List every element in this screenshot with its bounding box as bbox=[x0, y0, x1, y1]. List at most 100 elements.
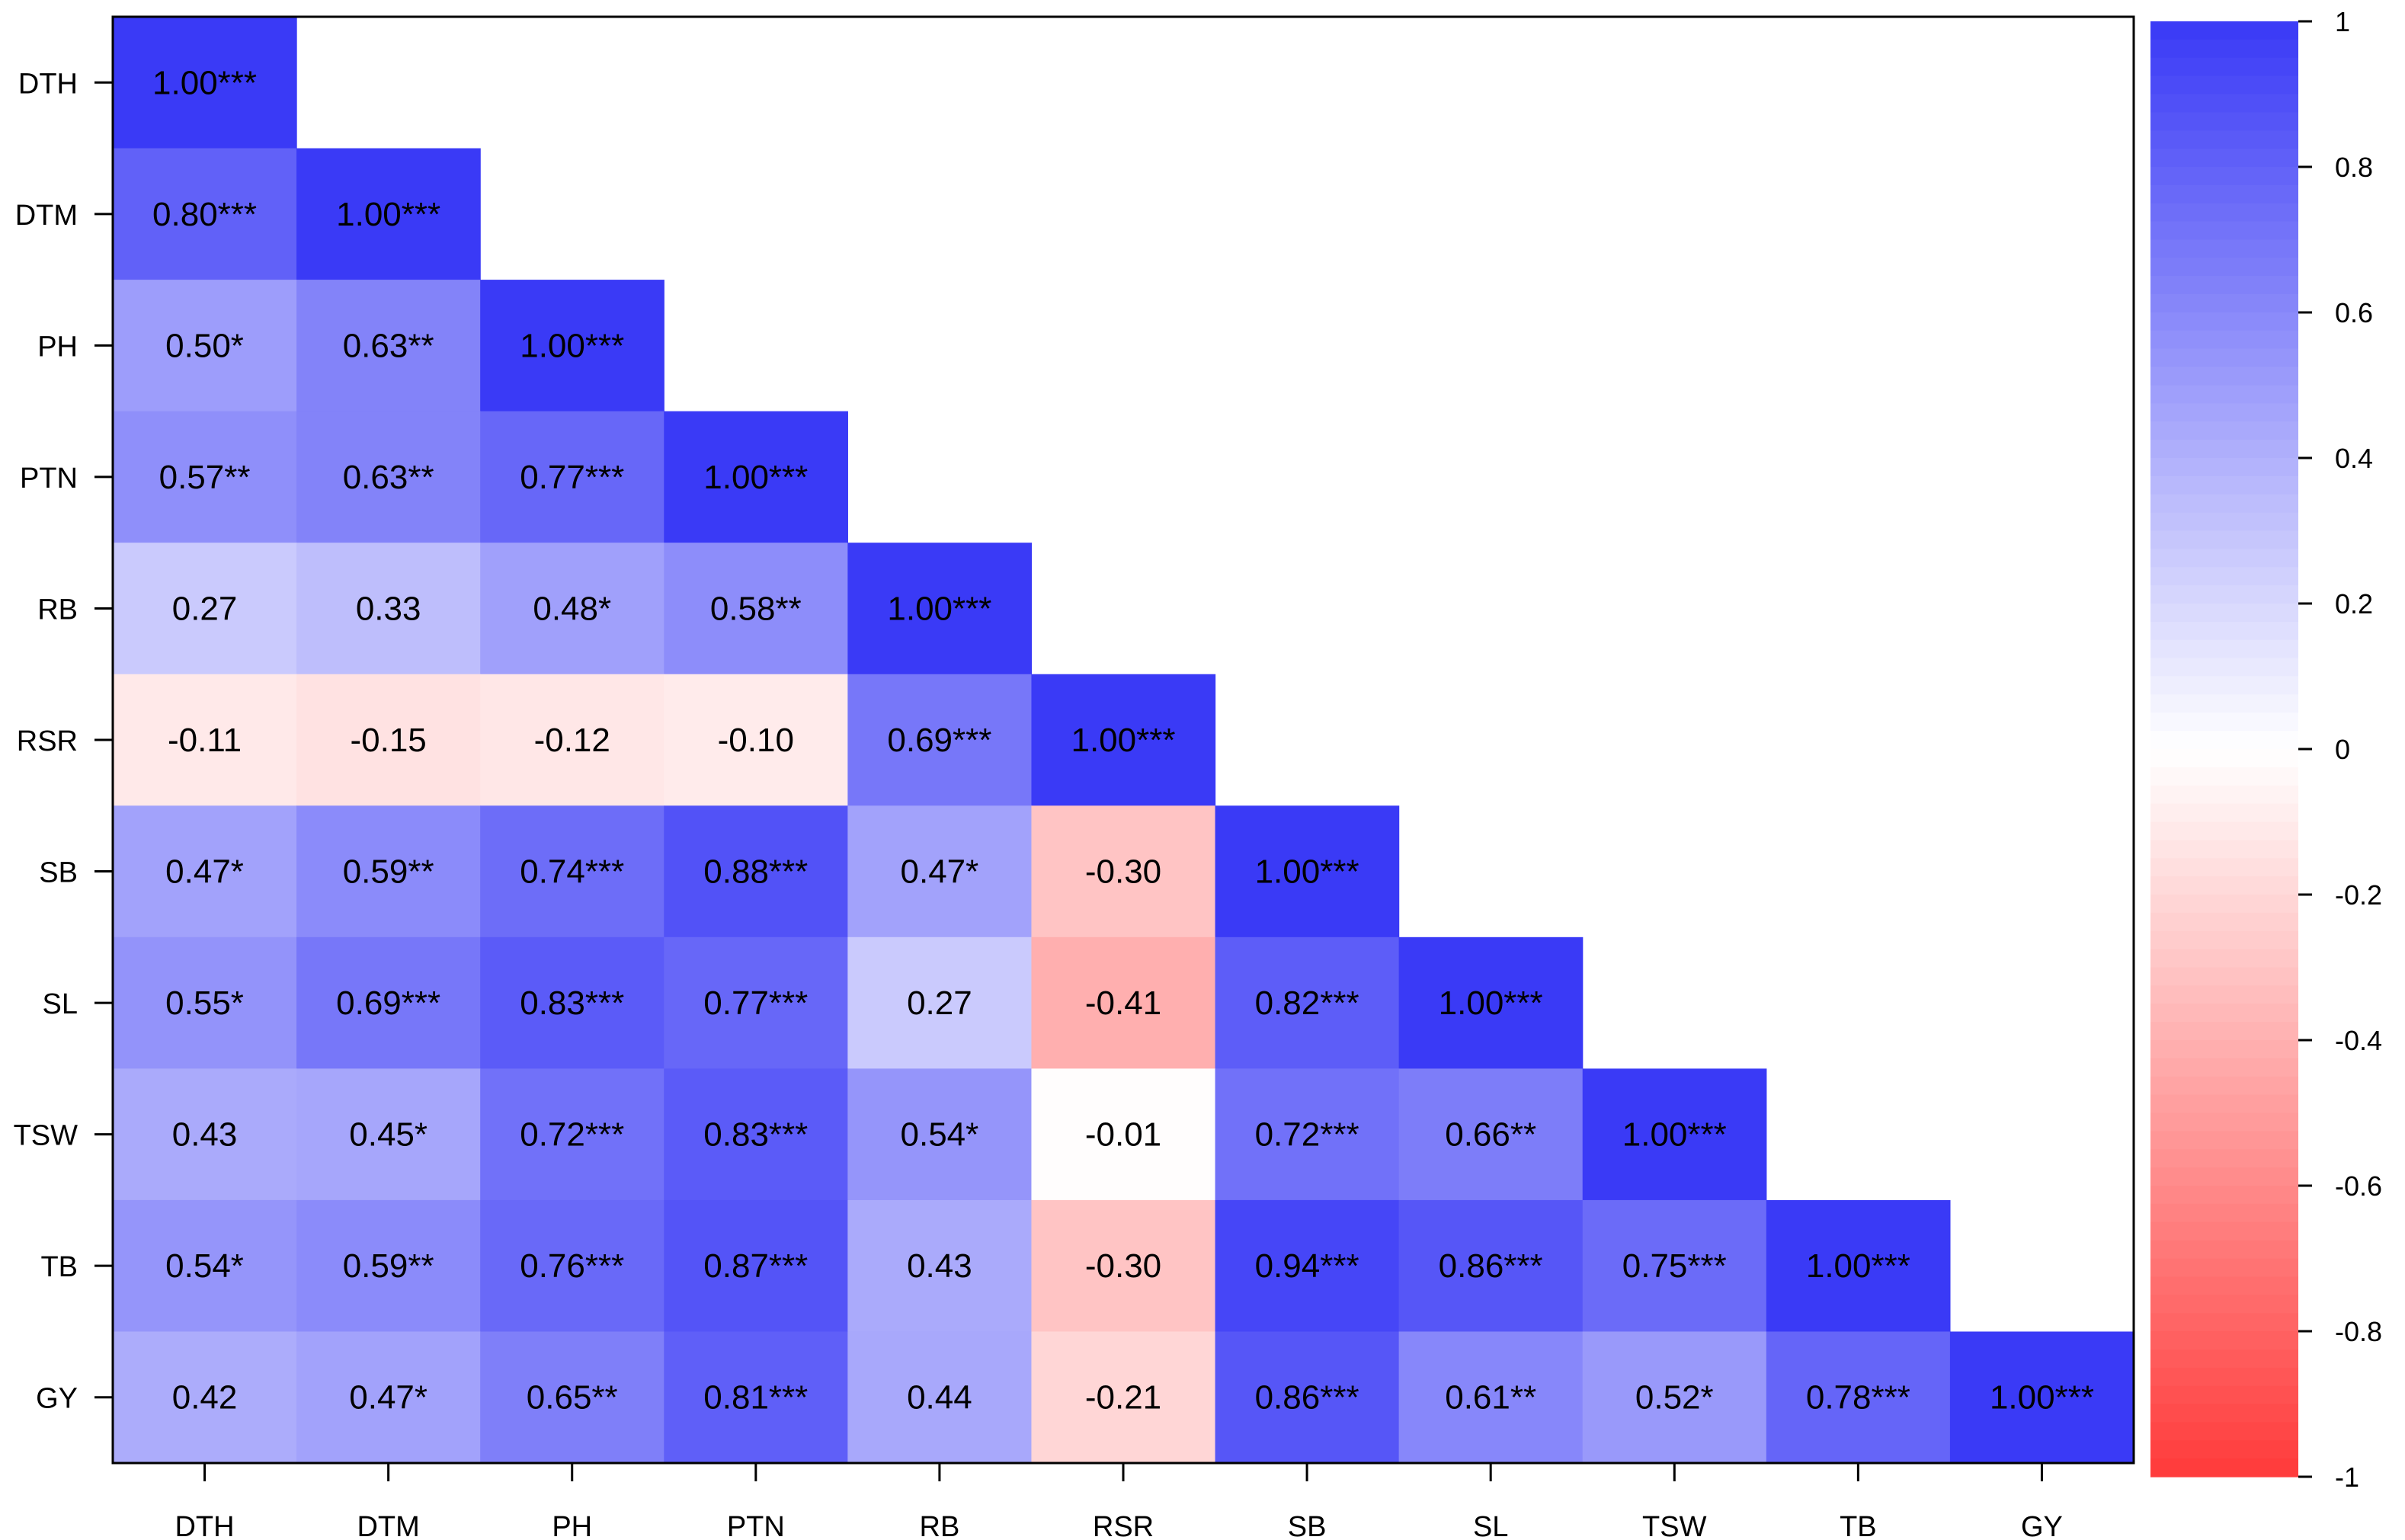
cell-value-SB-PTN: 0.88*** bbox=[703, 853, 808, 891]
heatmap-cell-PTN-PH bbox=[480, 411, 664, 543]
y-tick-label-TSW: TSW bbox=[14, 1120, 78, 1152]
cell-value-TB-PH: 0.76*** bbox=[520, 1247, 624, 1285]
heatmap-cell-SL-DTM bbox=[296, 936, 481, 1069]
colorbar-segment bbox=[2150, 1040, 2298, 1059]
x-axis: DTH DTM PH PTN RB RSR SB SL TSW TB GY bbox=[175, 1463, 2063, 1540]
colorbar-segment bbox=[2150, 458, 2298, 477]
colorbar-segment bbox=[2150, 258, 2298, 277]
heatmap-cell-PTN-DTH bbox=[113, 411, 297, 543]
cell-value-RSR-DTM: -0.15 bbox=[350, 722, 426, 759]
cell-value-SL-SL: 1.00*** bbox=[1439, 985, 1543, 1022]
cell-value-SB-RB: 0.47* bbox=[901, 853, 979, 891]
colorbar-segment bbox=[2150, 621, 2298, 641]
cell-value-TSW-RB: 0.54* bbox=[901, 1116, 979, 1154]
heatmap-cell-GY-TB bbox=[1766, 1331, 1951, 1464]
x-tick-label-PTN: PTN bbox=[727, 1511, 785, 1540]
cell-value-SB-PH: 0.74*** bbox=[520, 853, 624, 891]
colorbar-segment bbox=[2150, 1131, 2298, 1150]
heatmap-cell-DTH-DTH bbox=[113, 17, 297, 149]
y-tick-label-DTH: DTH bbox=[18, 68, 78, 100]
heatmap-cell-RSR-RSR bbox=[1031, 674, 1216, 806]
heatmap-cell-SL-DTH bbox=[113, 936, 297, 1069]
x-tick-label-DTM: DTM bbox=[357, 1511, 419, 1540]
heatmap-cell-SB-RSR bbox=[1031, 805, 1216, 938]
colorbar-segment bbox=[2150, 112, 2298, 131]
y-tick-label-DTM: DTM bbox=[15, 200, 78, 232]
y-tick-label-RB: RB bbox=[37, 594, 78, 626]
heatmap-cell-TB-SL bbox=[1398, 1199, 1584, 1333]
colorbar-segment bbox=[2150, 1385, 2298, 1405]
cell-value-RB-DTH: 0.27 bbox=[172, 590, 238, 627]
heatmap-cell-TSW-PTN bbox=[664, 1068, 848, 1201]
colorbar-segment bbox=[2150, 967, 2298, 986]
heatmap-cell-labels: 1.00*** 0.80*** 1.00*** 0.50* 0.63** 1.00*** 0… bbox=[152, 64, 2094, 1416]
cell-value-TB-SB: 0.94*** bbox=[1255, 1247, 1359, 1285]
cell-value-GY-TSW: 0.52* bbox=[1635, 1379, 1714, 1417]
heatmap-cell-SL-RSR bbox=[1031, 936, 1216, 1069]
colorbar-tick-label: -0.8 bbox=[2335, 1316, 2382, 1347]
colorbar-segment bbox=[2150, 1331, 2298, 1350]
colorbar-segment bbox=[2150, 403, 2298, 422]
cell-value-PH-DTH: 0.50* bbox=[165, 327, 244, 364]
colorbar-segment bbox=[2150, 604, 2298, 623]
colorbar-segment bbox=[2150, 1058, 2298, 1077]
cell-value-TB-RSR: -0.30 bbox=[1085, 1247, 1161, 1285]
cell-value-TB-SL: 0.86*** bbox=[1439, 1247, 1543, 1285]
heatmap-cell-RB-DTH bbox=[113, 543, 297, 675]
colorbar-segment bbox=[2150, 658, 2298, 677]
cell-value-PH-PH: 1.00*** bbox=[520, 327, 624, 364]
colorbar-tick-label: 0.4 bbox=[2335, 443, 2373, 474]
cell-value-GY-PTN: 0.81*** bbox=[703, 1379, 808, 1417]
cell-value-RSR-DTH: -0.11 bbox=[168, 722, 242, 759]
cell-value-GY-SB: 0.86*** bbox=[1255, 1379, 1359, 1417]
x-tick-label-SB: SB bbox=[1288, 1511, 1327, 1540]
colorbar-segment bbox=[2150, 149, 2298, 168]
colorbar-segment bbox=[2150, 167, 2298, 186]
heatmap-cell-GY-DTH bbox=[113, 1331, 297, 1464]
x-tick-label-SL: SL bbox=[1473, 1511, 1508, 1540]
heatmap-cell-TSW-PH bbox=[480, 1068, 664, 1201]
heatmap-cell-GY-SB bbox=[1215, 1331, 1400, 1464]
y-tick-label-PH: PH bbox=[37, 331, 78, 363]
colorbar-segment bbox=[2150, 94, 2298, 113]
cell-value-TSW-SB: 0.72*** bbox=[1255, 1116, 1359, 1154]
colorbar-segment bbox=[2150, 567, 2298, 586]
colorbar-segment bbox=[2150, 39, 2298, 59]
heatmap-cell-DTM-DTM bbox=[296, 148, 481, 280]
cell-value-RB-PTN: 0.58** bbox=[710, 590, 802, 627]
colorbar-segment bbox=[2150, 985, 2298, 1004]
heatmap-cell-TB-PTN bbox=[664, 1199, 848, 1333]
heatmap-cell-SL-SB bbox=[1215, 936, 1400, 1069]
y-tick-label-RSR: RSR bbox=[17, 725, 78, 757]
heatmap-cell-TSW-TSW bbox=[1582, 1068, 1767, 1201]
colorbar-segment bbox=[2150, 821, 2298, 840]
heatmap-cell-RSR-RB bbox=[847, 674, 1033, 806]
cell-value-RB-RB: 1.00*** bbox=[887, 590, 991, 627]
cell-value-GY-TB: 0.78*** bbox=[1806, 1379, 1910, 1417]
colorbar-segment bbox=[2150, 840, 2298, 859]
x-tick-label-DTH: DTH bbox=[175, 1511, 234, 1540]
cell-value-TSW-RSR: -0.01 bbox=[1085, 1116, 1161, 1154]
colorbar-segment bbox=[2150, 1440, 2298, 1459]
cell-value-TB-RB: 0.43 bbox=[907, 1247, 972, 1285]
heatmap-cell-PH-DTH bbox=[113, 280, 297, 412]
heatmap-cell-SB-DTH bbox=[113, 805, 297, 938]
heatmap-cell-SB-SB bbox=[1215, 805, 1400, 938]
colorbar-segment bbox=[2150, 676, 2298, 695]
colorbar-segment bbox=[2150, 203, 2298, 223]
cell-value-GY-DTM: 0.47* bbox=[349, 1379, 428, 1417]
heatmap-cell-PTN-DTM bbox=[296, 411, 481, 543]
colorbar-segment bbox=[2150, 585, 2298, 604]
colorbar-segment bbox=[2150, 1113, 2298, 1132]
heatmap-cell-PH-PH bbox=[480, 280, 664, 412]
heatmap-cell-SB-RB bbox=[847, 805, 1033, 938]
heatmap-cell-SL-SL bbox=[1398, 936, 1584, 1069]
colorbar-segment bbox=[2150, 639, 2298, 659]
cell-value-DTM-DTH: 0.80*** bbox=[152, 196, 257, 233]
colorbar-segment bbox=[2150, 876, 2298, 895]
x-tick-label-GY: GY bbox=[2021, 1511, 2063, 1540]
colorbar-segment bbox=[2150, 75, 2298, 95]
colorbar-segment bbox=[2150, 694, 2298, 713]
colorbar-segment bbox=[2150, 385, 2298, 404]
